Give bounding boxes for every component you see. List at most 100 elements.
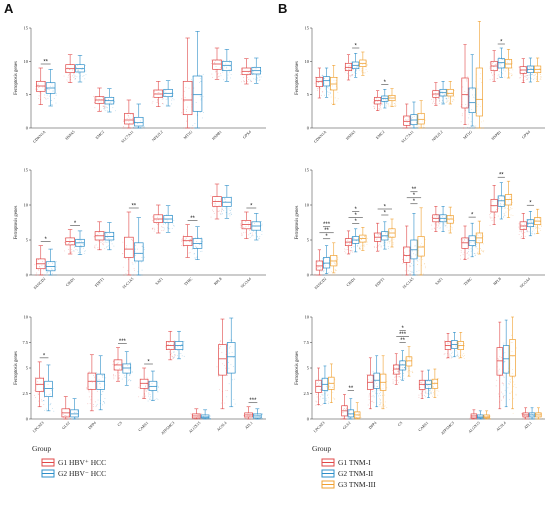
- box-gpx4-g2: [525, 57, 535, 83]
- category-label: GPX4: [242, 130, 252, 140]
- data-point: [445, 225, 447, 227]
- data-point: [222, 71, 224, 73]
- data-point: [357, 64, 359, 66]
- category-label: NFE2L2: [431, 130, 443, 142]
- data-point: [433, 392, 435, 393]
- data-point: [402, 263, 404, 264]
- data-point: [364, 236, 366, 238]
- data-point: [469, 127, 471, 129]
- data-point: [222, 363, 224, 365]
- data-point: [69, 239, 71, 241]
- data-point: [253, 418, 255, 420]
- data-point: [496, 209, 498, 211]
- data-point: [504, 215, 506, 216]
- data-point: [172, 223, 174, 225]
- data-point: [444, 218, 445, 220]
- data-point: [468, 248, 470, 250]
- data-point: [185, 237, 187, 239]
- box-iqr: [35, 377, 44, 392]
- data-point: [412, 264, 414, 266]
- data-point: [322, 258, 323, 260]
- y-tick-label: 10: [24, 59, 29, 64]
- data-point: [366, 244, 368, 245]
- data-point: [383, 245, 385, 247]
- data-point: [38, 98, 39, 99]
- data-point: [322, 80, 323, 82]
- data-point: [512, 63, 513, 65]
- data-point: [366, 70, 368, 72]
- data-point: [321, 391, 323, 393]
- data-point: [71, 418, 73, 420]
- data-point: [464, 355, 465, 356]
- data-point: [530, 221, 532, 223]
- data-point: [428, 385, 430, 387]
- data-point: [451, 91, 453, 93]
- data-point: [346, 249, 348, 250]
- data-point: [378, 395, 380, 397]
- data-point: [73, 250, 75, 251]
- data-point: [532, 230, 534, 232]
- data-point: [145, 391, 147, 392]
- data-point: [345, 252, 347, 254]
- box-acsl4-g3: [508, 316, 517, 414]
- data-point: [209, 418, 211, 420]
- data-point: [323, 378, 325, 380]
- data-point: [537, 71, 539, 73]
- data-point: [221, 208, 223, 210]
- data-point: [326, 391, 327, 393]
- data-point: [524, 235, 526, 237]
- data-point: [347, 239, 349, 241]
- category-label: ATP5MC3: [161, 421, 176, 436]
- data-point: [422, 390, 424, 392]
- data-point: [243, 417, 245, 419]
- data-point: [124, 127, 126, 129]
- data-point: [498, 63, 500, 65]
- data-point: [334, 274, 336, 276]
- data-point: [173, 225, 175, 227]
- data-point: [125, 247, 127, 249]
- data-point: [521, 233, 523, 235]
- box-atp5mc3-g2: [173, 330, 185, 360]
- data-point: [401, 127, 403, 129]
- data-point: [512, 67, 514, 69]
- data-point: [410, 127, 412, 129]
- data-point: [77, 418, 79, 420]
- data-point: [254, 223, 255, 224]
- data-point: [475, 244, 477, 246]
- data-point: [467, 123, 469, 125]
- data-point: [489, 418, 491, 420]
- data-point: [132, 127, 134, 129]
- data-point: [322, 269, 324, 271]
- data-point: [388, 241, 390, 243]
- data-point: [324, 87, 326, 89]
- data-point: [248, 415, 250, 417]
- data-point: [137, 123, 139, 125]
- data-point: [424, 127, 426, 129]
- data-point: [129, 373, 131, 375]
- data-point: [79, 239, 81, 241]
- data-point: [127, 115, 129, 117]
- data-point: [37, 392, 39, 394]
- data-point: [445, 95, 447, 97]
- data-point: [348, 244, 350, 245]
- data-point: [482, 127, 484, 129]
- data-point: [409, 264, 411, 266]
- data-point: [477, 103, 479, 105]
- significance-label: *: [384, 204, 387, 210]
- data-point: [503, 342, 505, 344]
- data-point: [480, 235, 482, 237]
- data-point: [70, 78, 72, 80]
- data-point: [149, 389, 151, 391]
- significance-label: *: [355, 219, 358, 225]
- data-point: [158, 219, 160, 221]
- data-point: [476, 106, 478, 107]
- legend-a-title: Group: [32, 444, 51, 453]
- data-point: [169, 348, 171, 350]
- significance-label: *: [413, 193, 416, 199]
- box-cs-g2: [121, 351, 133, 386]
- data-point: [379, 389, 381, 391]
- data-point: [213, 203, 215, 205]
- data-point: [161, 94, 163, 96]
- data-point: [359, 247, 361, 249]
